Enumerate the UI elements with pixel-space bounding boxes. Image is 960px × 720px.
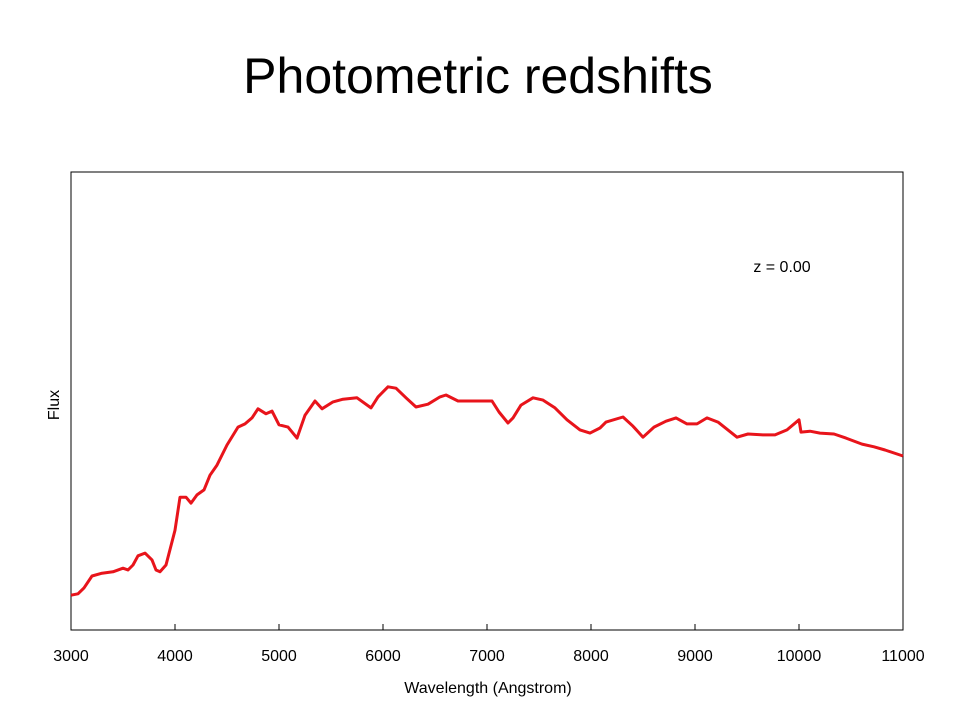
chart-title: Photometric redshifts	[243, 48, 713, 104]
x-tick-label: 6000	[365, 648, 401, 665]
x-tick-label: 10000	[777, 648, 822, 665]
x-tick-label: 4000	[157, 648, 193, 665]
x-tick-label: 9000	[677, 648, 713, 665]
x-tick-label: 8000	[573, 648, 609, 665]
x-tick-label: 5000	[261, 648, 297, 665]
x-tick-label: 3000	[53, 648, 89, 665]
annotation: z = 0.00	[753, 259, 810, 276]
x-tick-label: 11000	[881, 648, 924, 665]
data-line	[70, 385, 904, 597]
x-axis-label: Wavelength (Angstrom)	[404, 680, 571, 697]
y-axis-label: Flux	[46, 390, 63, 420]
x-tick-label: 7000	[469, 648, 505, 665]
